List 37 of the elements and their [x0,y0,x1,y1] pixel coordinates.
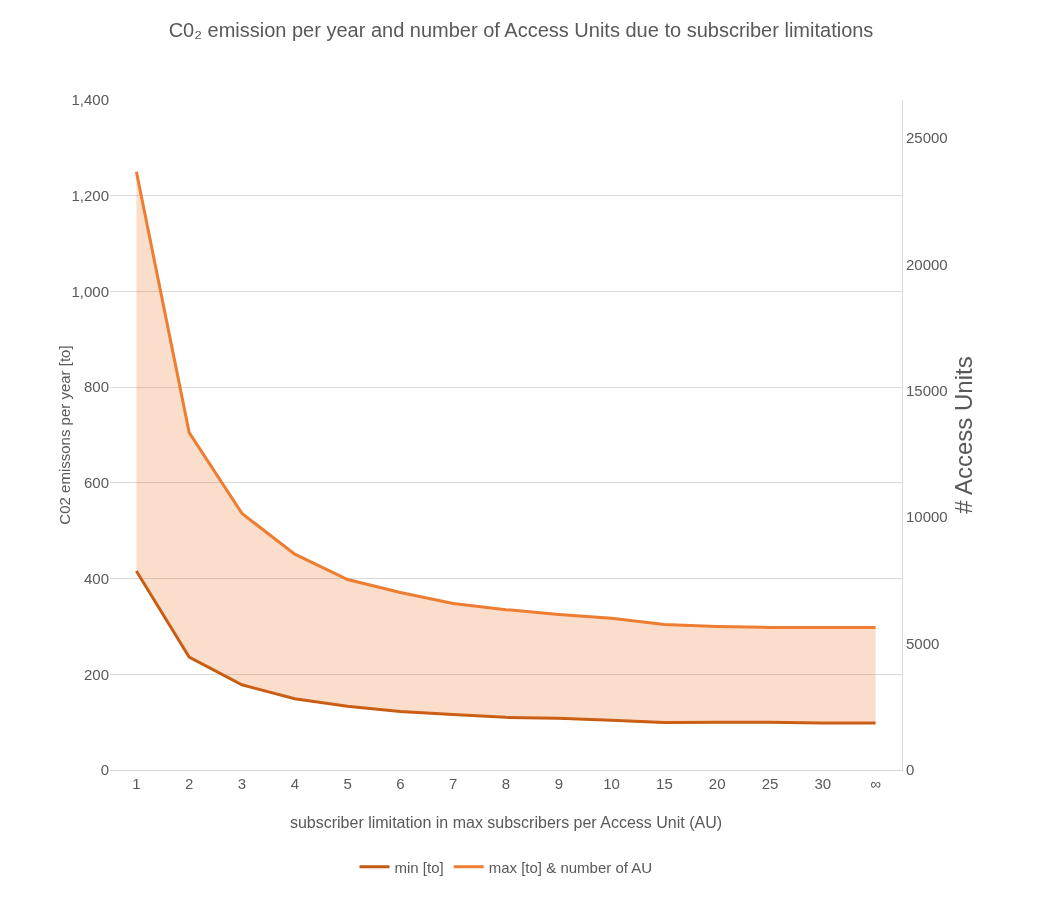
y-tick-label: 1,200 [71,186,109,204]
line-series [134,569,878,725]
y-tick-label: 0 [100,761,109,779]
legend-label: max [to] & number of AU [488,858,653,876]
x-tick-label: 15 [656,775,673,792]
y-tick-label: 1,000 [71,282,109,300]
y2-axis-title: # Access Units [950,356,977,514]
x-tick-label: 6 [396,775,405,792]
x-tick-label: 7 [449,775,458,792]
x-tick-label: 8 [501,775,511,792]
y2-tick-label: 5000 [906,634,940,652]
y-axis-title: C02 emissons per year [to] [56,345,73,525]
x-axis-title: subscriber limitation in max subscribers per Access Unit (AU) [289,814,723,831]
x-tick-label: 10 [603,775,620,792]
y2-tick-label: 0 [906,761,915,779]
y2-tick-label: 15000 [906,382,948,399]
y2-tick-label: 25000 [906,129,948,147]
x-tick-label: 5 [343,775,352,792]
x-tick-label: 1 [132,775,141,792]
y-tick-label: 400 [83,569,109,587]
y-tick-label: 800 [83,378,109,396]
y-tick-label: 200 [83,665,109,683]
x-tick-label: 25 [761,775,779,792]
x-tick-label: ∞ [870,775,882,792]
chart-title: C0₂ emission per year and number of Access Units due to subscriber limitations [168,18,874,41]
x-tick-label: 20 [708,775,726,792]
legend-label: min [to] [394,858,444,876]
x-tick-label: 9 [554,775,563,792]
y-tick-label: 600 [83,474,109,492]
x-tick-label: 3 [237,775,247,792]
y-tick-label: 1,400 [71,91,109,109]
x-tick-label: 2 [185,775,194,792]
x-tick-label: 30 [814,775,832,792]
line-series [134,170,878,629]
y2-tick-label: 10000 [906,508,948,526]
x-tick-label: 4 [290,775,299,792]
y2-tick-label: 20000 [906,255,948,273]
